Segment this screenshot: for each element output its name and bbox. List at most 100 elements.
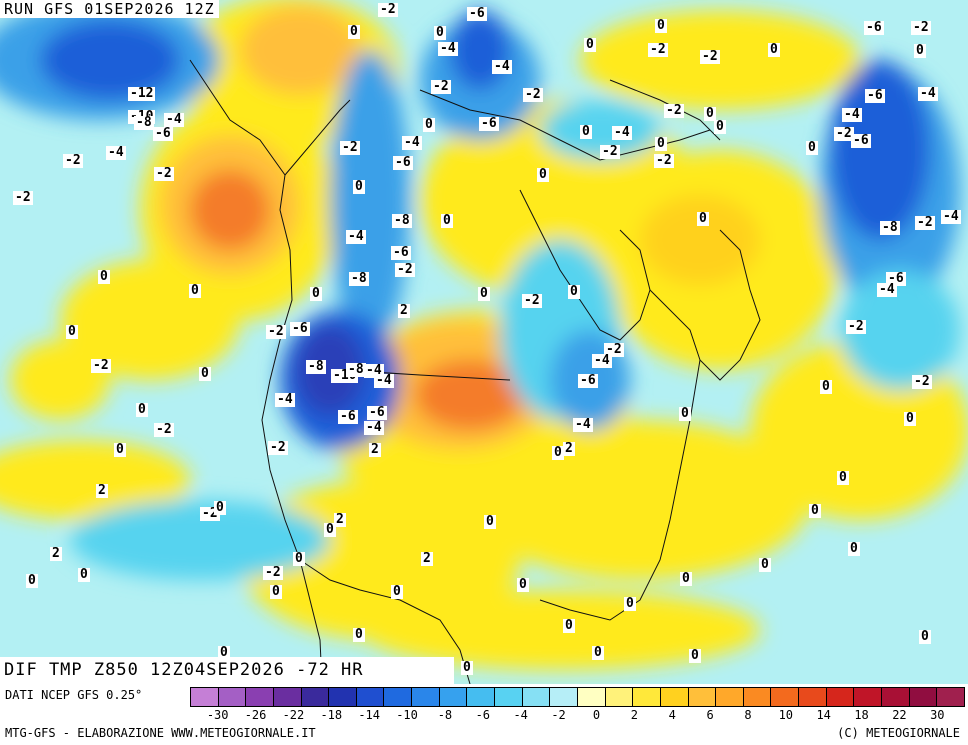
color-scale-cell <box>771 688 800 706</box>
contour-label: -2 <box>395 262 415 277</box>
contour-label: -4 <box>106 145 126 160</box>
contour-label: -12 <box>128 86 156 101</box>
contour-label: 0 <box>655 136 667 151</box>
contour-label: 0 <box>697 211 709 226</box>
contour-label: -2 <box>522 293 542 308</box>
color-scale-tick: -8 <box>437 708 453 722</box>
contour-label: 0 <box>517 577 529 592</box>
contour-label: 0 <box>704 106 716 121</box>
contour-label: 0 <box>324 522 336 537</box>
contour-label: 0 <box>391 584 403 599</box>
contour-label: 0 <box>484 514 496 529</box>
contour-label: -6 <box>467 6 487 21</box>
contour-label: 0 <box>837 470 849 485</box>
color-scale-tick: -30 <box>206 708 229 722</box>
contour-label: -2 <box>664 103 684 118</box>
color-scale-tick: 8 <box>744 708 752 722</box>
color-scale-cell <box>301 688 330 706</box>
contour-label: -6 <box>290 321 310 336</box>
color-scale-cell <box>495 688 523 706</box>
credit-left: MTG-GFS - ELABORAZIONE WWW.METEOGIORNALE… <box>5 726 316 740</box>
contour-label: -8 <box>346 362 366 377</box>
color-scale-tick: -10 <box>396 708 418 722</box>
contour-label: -8 <box>349 271 369 286</box>
color-scale-tick: 4 <box>668 708 676 722</box>
color-scale-cell <box>246 688 274 706</box>
contour-label: -8 <box>392 213 412 228</box>
contour-label: 0 <box>293 551 305 566</box>
contour-label: 0 <box>199 366 211 381</box>
contour-label: -4 <box>438 41 458 56</box>
contour-label: 0 <box>537 167 549 182</box>
color-scale-cell <box>329 688 357 706</box>
contour-label: -2 <box>700 49 720 64</box>
contour-label: -4 <box>918 86 938 101</box>
contour-label: -2 <box>523 87 543 102</box>
field-title: DIF TMP Z850 12Z04SEP2026 -72 HR <box>0 657 454 684</box>
color-scale-tick: 2 <box>630 708 638 722</box>
color-scale-cell <box>605 688 634 706</box>
contour-label: -2 <box>600 144 620 159</box>
contour-label: -2 <box>846 319 866 334</box>
contour-label: 0 <box>919 629 931 644</box>
color-scale-tick: 18 <box>854 708 869 722</box>
contour-label: -6 <box>338 409 358 424</box>
color-scale-cell <box>439 688 468 706</box>
color-scale-cell <box>799 688 827 706</box>
contour-label: -2 <box>63 153 83 168</box>
color-scale-cell <box>716 688 744 706</box>
contour-label: 0 <box>461 660 473 675</box>
color-scale-cell <box>384 688 413 706</box>
contour-label: -6 <box>367 405 387 420</box>
contour-label: -4 <box>612 125 632 140</box>
contour-label: -6 <box>391 245 411 260</box>
contour-label: 0 <box>348 24 360 39</box>
contour-label: -2 <box>915 215 935 230</box>
contour-label: 2 <box>421 551 433 566</box>
contour-label: -4 <box>374 373 394 388</box>
contour-label: 0 <box>353 179 365 194</box>
run-title: RUN GFS 01SEP2026 12Z <box>0 0 219 18</box>
color-scale <box>190 687 965 707</box>
color-scale-tick: -14 <box>358 708 381 722</box>
color-scale-cell <box>743 688 772 706</box>
contour-label: 0 <box>568 284 580 299</box>
contour-label: -4 <box>592 353 612 368</box>
contour-label: 0 <box>768 42 780 57</box>
contour-label: -2 <box>263 565 283 580</box>
contour-label: 0 <box>580 124 592 139</box>
color-scale-cell <box>218 688 247 706</box>
contour-label: -2 <box>154 166 174 181</box>
contour-label: -6 <box>886 271 906 286</box>
contour-label: 0 <box>214 500 226 515</box>
contour-label: -4 <box>364 420 384 435</box>
contour-label: 0 <box>270 584 282 599</box>
temperature-anomaly-map <box>0 0 968 684</box>
color-scale-tick: -6 <box>475 708 491 722</box>
contour-label: -6 <box>153 126 173 141</box>
contour-label: -6 <box>578 373 598 388</box>
color-scale-tick: 6 <box>706 708 714 722</box>
contour-label: -2 <box>911 20 931 35</box>
color-scale-tick: -26 <box>244 708 267 722</box>
contour-label: -6 <box>851 133 871 148</box>
contour-label: 0 <box>820 379 832 394</box>
contour-label: 0 <box>423 117 435 132</box>
contour-label: -2 <box>268 440 288 455</box>
color-scale-tick: 0 <box>592 708 601 722</box>
contour-label: -2 <box>154 422 174 437</box>
color-scale-cell <box>577 688 606 706</box>
contour-label: -4 <box>275 392 295 407</box>
color-scale-cell <box>522 688 551 706</box>
color-scale-cell <box>854 688 883 706</box>
contour-label: 0 <box>714 119 726 134</box>
contour-label: 0 <box>78 567 90 582</box>
contour-label: 0 <box>624 596 636 611</box>
contour-label: -4 <box>573 417 593 432</box>
data-source: DATI NCEP GFS 0.25° <box>5 688 143 702</box>
contour-label: 0 <box>809 503 821 518</box>
contour-label: 0 <box>584 37 596 52</box>
contour-label: 0 <box>189 283 201 298</box>
color-scale-tick: -18 <box>320 708 343 722</box>
anomaly-field <box>0 0 968 684</box>
